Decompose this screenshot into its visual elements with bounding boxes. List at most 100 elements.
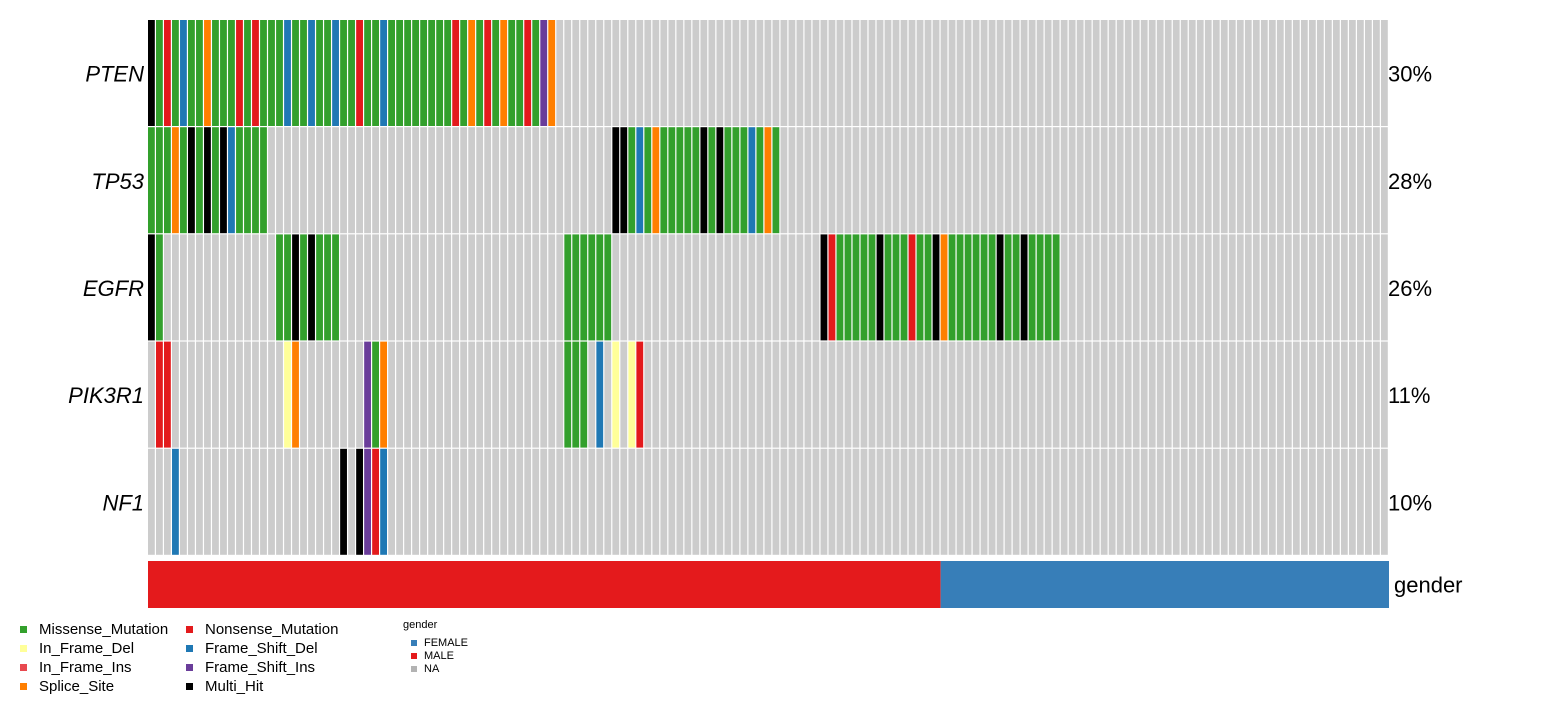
cell-pten-62 (644, 20, 652, 126)
cell-tp53-84 (820, 127, 828, 234)
cell-egfr-2 (164, 234, 171, 341)
cell-tp53-127 (1164, 127, 1172, 234)
cell-tp53-48 (532, 127, 540, 234)
cell-egfr-65 (668, 234, 676, 341)
cell-egfr-105 (988, 234, 996, 341)
cell-pten-132 (1204, 20, 1212, 126)
cell-pten-9 (220, 20, 227, 126)
cell-pten-116 (1076, 20, 1084, 126)
cell-pten-127 (1164, 20, 1172, 126)
cell-pten-95 (908, 20, 916, 126)
cell-tp53-122 (1124, 127, 1132, 234)
cell-tp53-98 (932, 127, 940, 234)
cell-tp53-45 (508, 127, 516, 234)
pct-label-pten: 30% (1388, 62, 1432, 87)
cell-pik3r1-82 (804, 341, 812, 448)
cell-tp53-74 (740, 127, 748, 234)
cell-nf1-73 (732, 448, 740, 555)
cell-egfr-104 (980, 234, 988, 341)
cell-pik3r1-36 (436, 341, 444, 448)
cell-nf1-148 (1332, 448, 1340, 555)
cell-tp53-57 (604, 127, 612, 234)
cell-pik3r1-59 (620, 341, 628, 448)
cell-pik3r1-85 (828, 341, 836, 448)
cell-egfr-96 (916, 234, 924, 341)
cell-pten-152 (1364, 20, 1372, 126)
cell-nf1-76 (756, 448, 764, 555)
cell-egfr-19 (300, 234, 307, 341)
cell-egfr-57 (604, 234, 612, 341)
cell-egfr-147 (1324, 234, 1332, 341)
cell-pten-92 (884, 20, 892, 126)
cell-egfr-127 (1164, 234, 1172, 341)
cell-egfr-37 (444, 234, 452, 341)
cell-pik3r1-26 (356, 341, 363, 448)
cell-pik3r1-60 (628, 341, 636, 448)
cell-egfr-28 (372, 234, 379, 341)
cell-pten-106 (996, 20, 1004, 126)
cell-pik3r1-109 (1020, 341, 1028, 448)
cell-nf1-71 (716, 448, 724, 555)
legend-swatch (20, 625, 27, 633)
cell-tp53-69 (700, 127, 708, 234)
cell-pten-36 (436, 20, 444, 126)
cell-egfr-42 (484, 234, 492, 341)
cell-nf1-82 (804, 448, 812, 555)
cell-pik3r1-97 (924, 341, 932, 448)
cell-nf1-75 (748, 448, 756, 555)
oncoplot: PTEN 30% TP53 28% EGFR 26% PIK3R1 11% NF1 10% gend… (68, 20, 1463, 608)
cell-tp53-70 (708, 127, 716, 234)
cell-pik3r1-67 (684, 341, 692, 448)
cell-tp53-41 (476, 127, 484, 234)
cell-pik3r1-0 (148, 341, 155, 448)
cell-pik3r1-117 (1084, 341, 1092, 448)
cell-egfr-59 (620, 234, 628, 341)
cell-nf1-56 (596, 448, 604, 555)
cell-pten-32 (404, 20, 412, 126)
cell-pten-12 (244, 20, 251, 126)
cell-nf1-47 (524, 448, 532, 555)
cell-egfr-43 (492, 234, 500, 341)
cell-tp53-148 (1332, 127, 1340, 234)
cell-pik3r1-110 (1028, 341, 1036, 448)
cell-nf1-36 (436, 448, 444, 555)
cell-nf1-14 (260, 448, 267, 555)
cell-nf1-53 (572, 448, 580, 555)
legend-label: Missense_Mutation (39, 620, 169, 638)
cell-egfr-48 (532, 234, 540, 341)
cell-pten-13 (252, 20, 259, 126)
cell-egfr-92 (884, 234, 892, 341)
cell-egfr-123 (1132, 234, 1140, 341)
cell-pik3r1-84 (820, 341, 828, 448)
cell-pten-28 (372, 20, 379, 126)
cell-egfr-133 (1212, 234, 1220, 341)
cell-pik3r1-100 (948, 341, 956, 448)
gender-legend-label: NA (424, 662, 440, 675)
cell-tp53-105 (988, 127, 996, 234)
cell-nf1-32 (404, 448, 412, 555)
cell-pik3r1-77 (764, 341, 772, 448)
cell-nf1-57 (604, 448, 612, 555)
gene-label-tp53: TP53 (91, 169, 144, 194)
cell-pik3r1-15 (268, 341, 275, 448)
cell-tp53-13 (252, 127, 259, 234)
legend-item-frame-shift-ins: Frame_Shift_Ins (186, 658, 366, 676)
cell-pten-150 (1348, 20, 1356, 126)
cell-pik3r1-51 (556, 341, 564, 448)
cell-pik3r1-106 (996, 341, 1004, 448)
legend-item-in-frame-del: In_Frame_Del (20, 639, 186, 657)
cell-nf1-153 (1372, 448, 1380, 555)
gender-legend: gender FEMALE MALE NA (403, 619, 468, 675)
cell-pik3r1-129 (1180, 341, 1188, 448)
cell-pten-133 (1212, 20, 1220, 126)
cell-tp53-67 (684, 127, 692, 234)
legend-label: In_Frame_Ins (39, 658, 132, 676)
cell-tp53-76 (756, 127, 764, 234)
cell-pten-67 (684, 20, 692, 126)
legend-swatch (20, 663, 27, 671)
cell-pten-122 (1124, 20, 1132, 126)
cell-pik3r1-33 (412, 341, 420, 448)
cell-pik3r1-6 (196, 341, 203, 448)
cell-nf1-48 (532, 448, 540, 555)
cell-egfr-70 (708, 234, 716, 341)
